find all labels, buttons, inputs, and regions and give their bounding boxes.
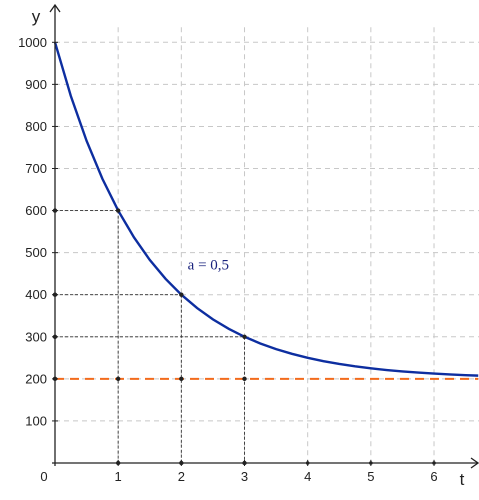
x-axis-point — [432, 461, 436, 465]
y-tick-label: 100 — [25, 413, 47, 428]
origin-label: 0 — [40, 469, 47, 484]
tick-labels: 1 2 3 4 5 6 100 200 300 400 500 600 700 800 900 1000 — [18, 35, 438, 484]
x-axis-point — [115, 460, 121, 466]
asymptote-point — [242, 376, 247, 382]
grid — [55, 27, 479, 463]
curve-point — [242, 334, 247, 339]
x-tick-label: 2 — [178, 469, 185, 484]
y-tick-label: 600 — [25, 203, 47, 218]
y-tick-label: 300 — [25, 329, 47, 344]
series-lines — [53, 41, 479, 380]
decay-curve — [53, 41, 479, 377]
y-tick-label: 500 — [25, 245, 47, 260]
x-tick-label: 6 — [430, 469, 437, 484]
x-axis-point — [369, 461, 373, 465]
reference-points — [52, 208, 436, 466]
asymptote-point — [179, 376, 184, 382]
x-tick-label: 3 — [241, 469, 248, 484]
y-tick-label: 1000 — [18, 35, 47, 50]
y-axis-point — [52, 334, 58, 339]
y-axis-title: y — [32, 7, 41, 26]
y-tick-label: 400 — [25, 287, 47, 302]
y-tick-label: 700 — [25, 161, 47, 176]
y-tick-label: 900 — [25, 77, 47, 92]
x-axis-title: t — [460, 470, 465, 489]
x-axis-point — [179, 460, 184, 466]
x-axis-point — [242, 460, 247, 466]
y-axis-point — [52, 208, 58, 213]
curve-point — [179, 292, 184, 297]
curve-point — [115, 208, 121, 213]
y-axis-point — [52, 376, 58, 382]
x-tick-label: 1 — [115, 469, 122, 484]
y-axis-arrow-icon — [49, 3, 61, 13]
x-tick-label: 5 — [367, 469, 374, 484]
asymptote-point — [115, 376, 121, 382]
annotation-label: a = 0,5 — [188, 258, 229, 274]
axes — [49, 3, 479, 469]
y-tick-label: 800 — [25, 119, 47, 134]
x-axis-point — [305, 461, 310, 465]
reference-guides — [55, 210, 245, 463]
x-axis-arrow-icon — [470, 457, 479, 469]
y-tick-label: 200 — [25, 371, 47, 386]
x-tick-label: 4 — [304, 469, 311, 484]
y-axis-point — [52, 292, 58, 297]
